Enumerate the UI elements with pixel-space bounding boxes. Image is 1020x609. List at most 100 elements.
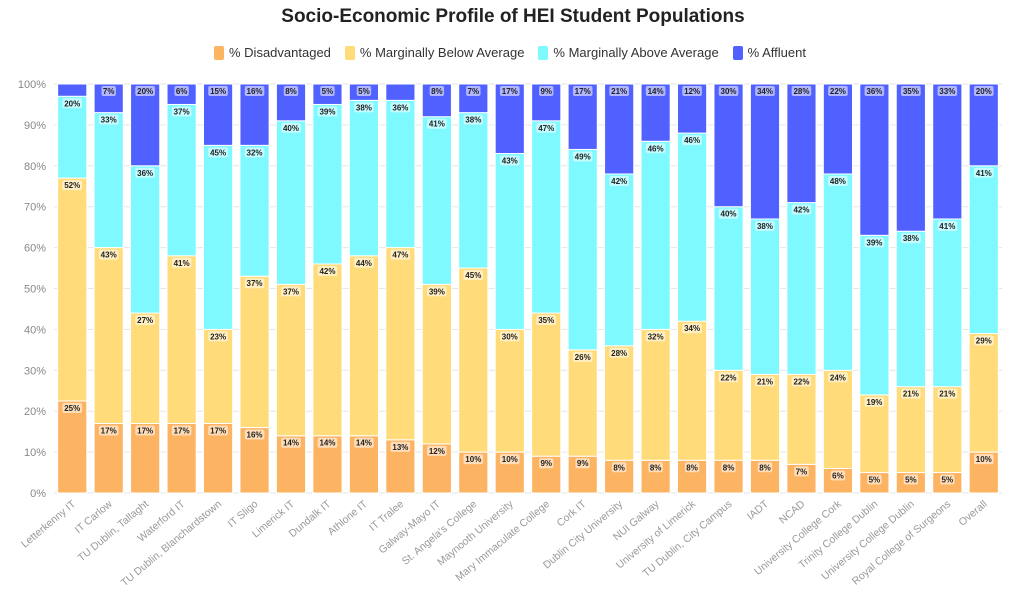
bar-segment — [57, 177, 88, 402]
data-label: 44% — [356, 259, 372, 268]
data-label-bg — [864, 86, 885, 96]
bar-segment — [385, 99, 416, 249]
data-label: 46% — [648, 144, 664, 153]
data-label: 8% — [723, 463, 735, 472]
data-label: 7% — [103, 87, 115, 96]
x-tick-label: IADT — [745, 498, 771, 523]
data-label: 36% — [392, 103, 408, 112]
bar-segment — [275, 120, 307, 285]
bar-segment — [202, 144, 234, 330]
data-label-bg — [901, 388, 921, 399]
legend-item-marginally-above[interactable]: % Marginally Above Average — [538, 45, 719, 60]
data-label-bg — [536, 315, 557, 326]
data-label: 39% — [866, 238, 882, 247]
data-label-bg — [135, 315, 155, 326]
data-label-bg — [645, 86, 666, 96]
bar-segment — [567, 349, 598, 457]
data-label-bg — [281, 122, 301, 133]
y-tick-label: 20% — [24, 406, 46, 418]
data-label: 38% — [356, 103, 372, 112]
bar-segment — [859, 83, 890, 236]
data-label: 35% — [538, 316, 554, 325]
data-label: 41% — [429, 120, 445, 129]
legend-label-marginally-above: % Marginally Above Average — [553, 45, 719, 60]
data-label-bg — [244, 278, 265, 289]
data-label-bg — [718, 86, 739, 96]
data-label: 17% — [174, 426, 190, 435]
legend-item-affluent[interactable]: % Affluent — [732, 45, 806, 60]
data-label-bg — [718, 372, 739, 383]
data-label: 22% — [793, 377, 809, 386]
bar-segment — [786, 202, 817, 375]
data-label: 14% — [283, 439, 299, 448]
data-label: 22% — [721, 373, 737, 382]
x-tick-label: Cork IT — [555, 498, 590, 530]
data-label-bg — [828, 372, 848, 383]
bar-segment — [786, 373, 817, 465]
data-label-bg — [135, 425, 155, 436]
bar-segment — [604, 83, 635, 175]
data-label-bg — [609, 86, 629, 96]
data-label: 13% — [392, 443, 408, 452]
data-label-bg — [208, 147, 228, 158]
bar-segment — [531, 312, 562, 457]
data-label-bg — [62, 402, 83, 413]
data-label-bg — [539, 458, 554, 469]
y-tick-label: 50% — [24, 284, 46, 296]
data-label: 17% — [210, 426, 226, 435]
data-label-bg — [429, 86, 445, 96]
data-label-bg — [828, 86, 848, 96]
data-label-bg — [828, 175, 848, 186]
bar-segment — [676, 320, 708, 461]
data-label: 21% — [611, 87, 627, 96]
data-label-bg — [354, 102, 374, 113]
data-label: 43% — [502, 157, 518, 166]
data-label-bg — [244, 86, 265, 96]
data-label: 16% — [247, 87, 263, 96]
data-label-bg — [317, 437, 338, 448]
data-label-bg — [791, 204, 812, 215]
bar-segment — [895, 386, 926, 474]
data-label: 38% — [757, 222, 773, 231]
legend-swatch-disadvantaged — [214, 45, 224, 60]
data-label-bg — [903, 474, 919, 485]
data-label: 5% — [942, 476, 954, 485]
data-label-bg — [973, 335, 994, 346]
data-label-bg — [718, 208, 739, 219]
data-label: 41% — [174, 259, 190, 268]
data-label: 36% — [866, 87, 882, 96]
legend-item-marginally-below[interactable]: % Marginally Below Average — [344, 45, 524, 60]
data-label-bg — [171, 257, 192, 268]
bar-segment — [421, 283, 452, 445]
bar-segment — [531, 120, 562, 314]
data-label: 10% — [976, 455, 992, 464]
data-label-bg — [463, 270, 484, 281]
legend-swatch-marginally-below — [344, 45, 355, 60]
data-label-bg — [354, 257, 374, 268]
data-label-bg — [539, 86, 554, 96]
bar-segment — [312, 103, 343, 265]
data-label: 6% — [832, 471, 844, 480]
data-label: 45% — [465, 271, 481, 280]
data-label: 47% — [538, 124, 554, 133]
bar-segment — [130, 83, 161, 167]
data-label-bg — [901, 86, 921, 96]
data-label: 49% — [575, 152, 591, 161]
data-label: 46% — [684, 136, 700, 145]
data-label: 37% — [247, 279, 263, 288]
bar-segment — [239, 275, 270, 429]
x-tick-label: Letterkenny IT — [19, 498, 79, 551]
bar-segment — [932, 218, 963, 388]
data-label-bg — [244, 147, 265, 158]
data-label-bg — [390, 441, 411, 452]
data-label: 41% — [939, 222, 955, 231]
legend-item-disadvantaged[interactable]: % Disadvantaged — [214, 45, 331, 60]
data-label-bg — [973, 86, 994, 96]
bar-segment — [676, 132, 708, 322]
data-label-bg — [864, 396, 885, 407]
data-label: 8% — [285, 87, 297, 96]
data-label: 22% — [830, 87, 846, 96]
data-label: 12% — [429, 447, 445, 456]
bar-segment — [130, 165, 161, 314]
